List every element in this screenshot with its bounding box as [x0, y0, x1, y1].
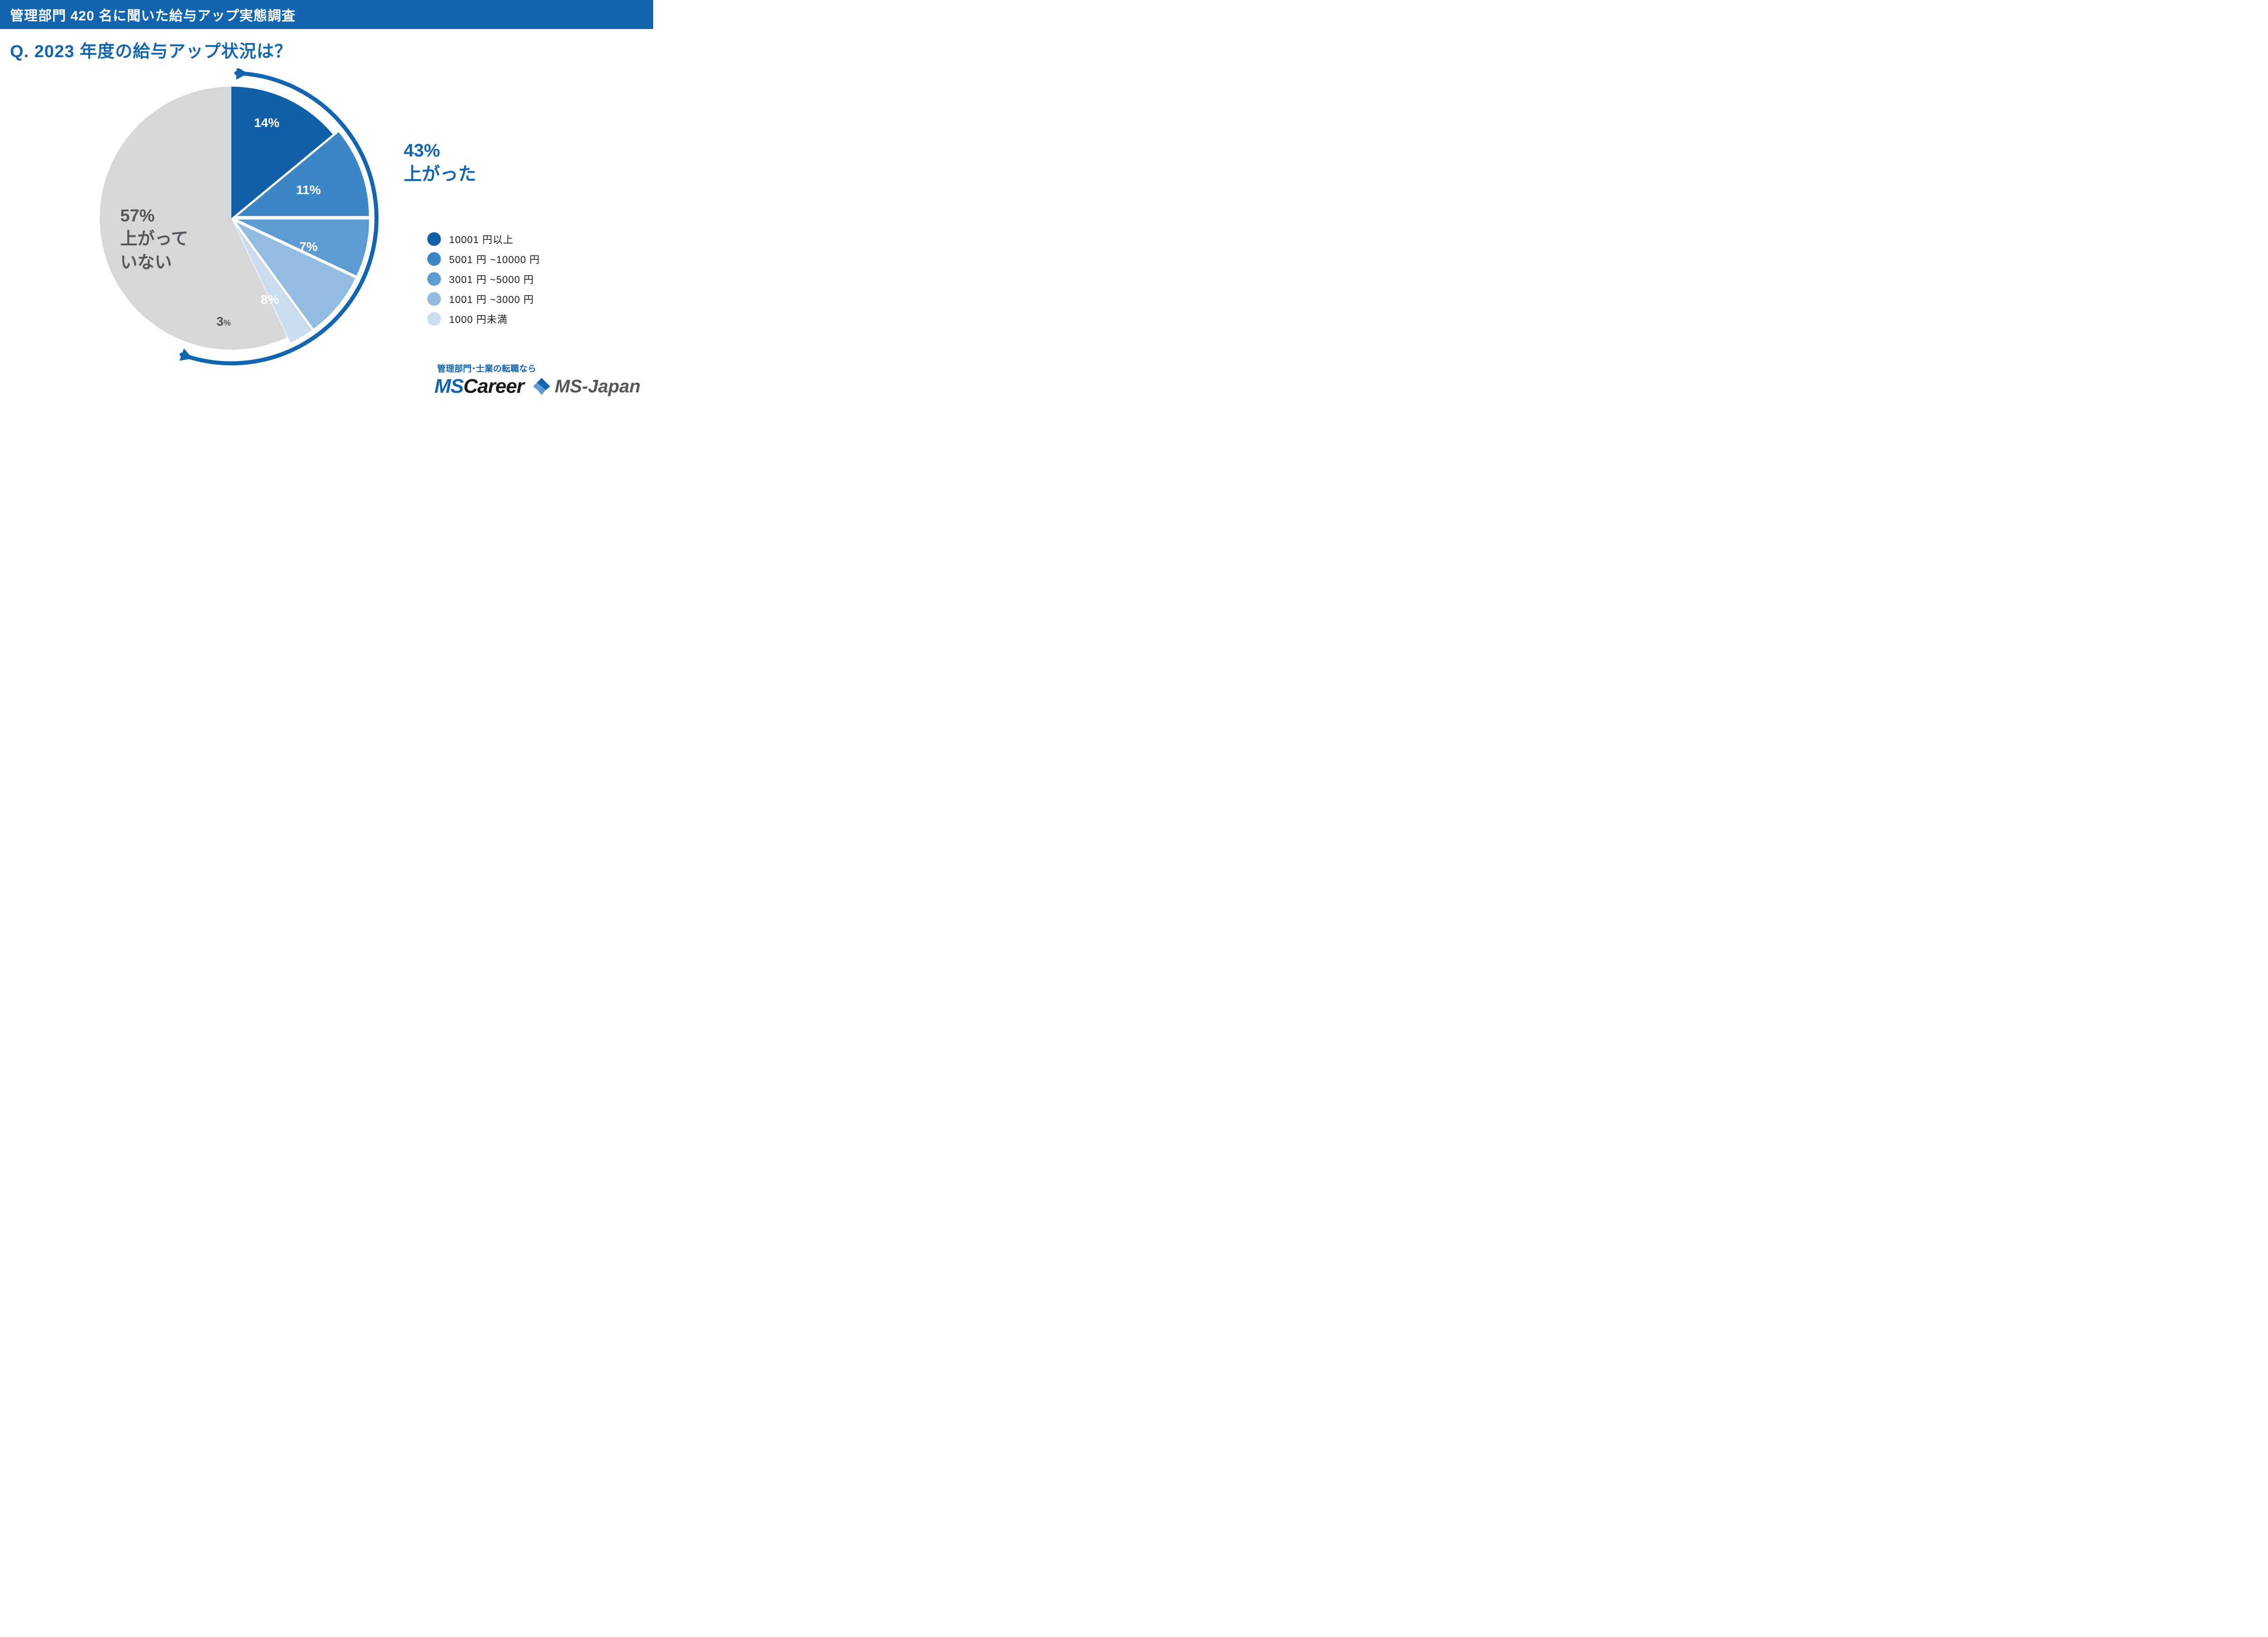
left-callout-text: 上がっていない: [120, 228, 188, 274]
logo-mscareer: MSCareer: [435, 375, 524, 398]
logo-msjapan: MS-Japan: [532, 376, 640, 397]
legend-label: 10001 円以上: [449, 232, 513, 246]
legend-swatch: [427, 292, 441, 306]
legend-row: 5001 円 ~10000 円: [427, 252, 540, 266]
slice-label: 7%: [299, 239, 318, 254]
header-bar: 管理部門 420 名に聞いた給与アップ実態調査: [0, 0, 653, 29]
legend-swatch: [427, 272, 441, 286]
diamond-icon: [532, 377, 551, 396]
legend-label: 5001 円 ~10000 円: [449, 252, 540, 266]
legend: 10001 円以上 5001 円 ~10000 円 3001 円 ~5000 円 10…: [427, 232, 540, 332]
question-text: Q. 2023 年度の給与アップ状況は？: [0, 29, 653, 64]
footer: 管理部門･士業の転職なら MSCareer MS-Japan: [435, 362, 640, 398]
chart-area: 57% 上がっていない 43% 上がった 10001 円以上 5001 円 ~10…: [0, 64, 653, 391]
logo-msjapan-text: MS-Japan: [555, 376, 640, 397]
legend-label: 1001 円 ~3000 円: [449, 292, 534, 306]
legend-label: 3001 円 ~5000 円: [449, 272, 534, 286]
right-callout-text: 上がった: [404, 162, 476, 186]
right-callout-percent: 43%: [404, 139, 476, 162]
logo-mscareer-ms: MS: [435, 375, 464, 397]
slice-label: 14%: [254, 116, 279, 130]
legend-row: 1001 円 ~3000 円: [427, 292, 540, 306]
arc-arrowhead: [236, 68, 248, 80]
legend-label: 1000 円未満: [449, 312, 508, 326]
legend-row: 3001 円 ~5000 円: [427, 272, 540, 286]
legend-swatch: [427, 252, 441, 266]
legend-swatch: [427, 312, 441, 326]
footer-tagline: 管理部門･士業の転職なら: [437, 362, 640, 374]
legend-row: 1000 円未満: [427, 312, 540, 326]
legend-row: 10001 円以上: [427, 232, 540, 246]
footer-logos: MSCareer MS-Japan: [435, 375, 640, 398]
left-callout: 57% 上がっていない: [120, 205, 188, 274]
slice-label: 8%: [261, 293, 279, 307]
slice-label: 3%: [216, 314, 231, 329]
logo-mscareer-rest: Career: [464, 375, 524, 397]
header-title: 管理部門 420 名に聞いた給与アップ実態調査: [10, 9, 296, 24]
left-callout-percent: 57%: [120, 205, 188, 228]
right-callout: 43% 上がった: [404, 139, 476, 186]
slice-label: 11%: [296, 183, 321, 197]
legend-swatch: [427, 232, 441, 246]
